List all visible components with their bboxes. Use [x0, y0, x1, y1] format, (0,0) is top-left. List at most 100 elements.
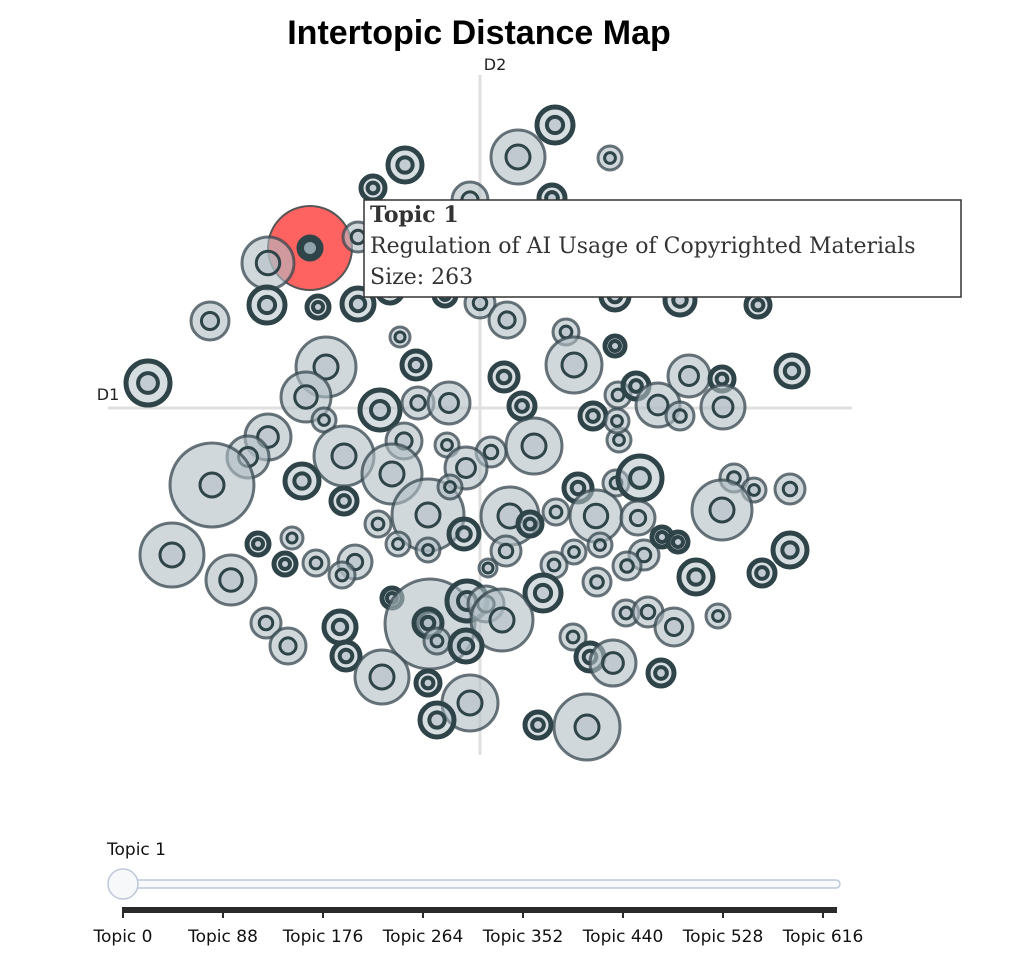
topic-bubble[interactable]: [138, 521, 206, 589]
topic-bubble[interactable]: [168, 441, 256, 529]
topic-bubble[interactable]: [399, 348, 433, 382]
topic-bubble[interactable]: [358, 173, 388, 203]
topic-bubble[interactable]: [204, 553, 258, 607]
topic-bubble[interactable]: [487, 300, 527, 340]
topic-bubble[interactable]: [244, 530, 272, 558]
topic-bubble[interactable]: [327, 560, 357, 590]
topic-bubble[interactable]: [773, 352, 811, 390]
topic-bubble[interactable]: [611, 550, 643, 582]
slider-tick-label[interactable]: Topic 264: [382, 927, 464, 947]
topic-bubble[interactable]: [522, 709, 554, 741]
topic-bubble[interactable]: [489, 534, 523, 568]
topic-bubble[interactable]: [704, 602, 732, 630]
topic-bubble[interactable]: [304, 293, 332, 321]
topic-bubble[interactable]: [577, 400, 609, 432]
slider-tick-label[interactable]: Topic 616: [782, 927, 864, 947]
topic-bubble[interactable]: [619, 499, 657, 537]
topic-bubble[interactable]: [558, 622, 588, 652]
topic-bubble[interactable]: [310, 406, 338, 434]
topic-bubble[interactable]: [279, 370, 333, 424]
topic-bubble[interactable]: [653, 606, 695, 648]
topic-bubble[interactable]: [615, 453, 665, 503]
topic-bubble[interactable]: [447, 627, 485, 665]
topic-bubble-core: [782, 361, 802, 381]
slider-rail[interactable]: [121, 879, 841, 889]
topic-bubble[interactable]: [446, 516, 482, 552]
topic-bubble[interactable]: [552, 692, 622, 762]
topic-bubble[interactable]: [426, 380, 472, 426]
topic-bubble-core: [655, 530, 669, 544]
topic-bubble[interactable]: [489, 128, 547, 186]
topic-bubble[interactable]: [417, 700, 457, 740]
topic-bubble[interactable]: [240, 235, 296, 291]
topic-bubble[interactable]: [560, 538, 588, 566]
topic-bubble-core: [663, 616, 685, 638]
slider-tick-label[interactable]: Topic 176: [282, 927, 364, 947]
topic-bubble[interactable]: [422, 626, 452, 656]
topic-bubble-core: [456, 636, 476, 656]
topic-bubble[interactable]: [544, 335, 604, 395]
topic-bubble[interactable]: [329, 639, 363, 673]
topic-bubble[interactable]: [699, 383, 747, 431]
slider-tick-label[interactable]: Topic 88: [187, 927, 258, 947]
topic-bubble[interactable]: [268, 626, 308, 666]
topic-bubble[interactable]: [487, 360, 521, 394]
topic-bubble[interactable]: [477, 557, 499, 579]
topic-bubble-core: [278, 636, 298, 656]
topic-bubble[interactable]: [504, 416, 564, 476]
topic-bubble[interactable]: [357, 387, 403, 433]
topic-bubble[interactable]: [506, 390, 538, 422]
topic-bubble[interactable]: [581, 566, 613, 598]
topic-bubble[interactable]: [645, 657, 677, 689]
topic-bubble-core: [567, 545, 581, 559]
topic-bubble[interactable]: [603, 407, 631, 435]
topic-bubble[interactable]: [690, 478, 754, 542]
topic-bubble[interactable]: [602, 333, 628, 359]
topic-bubble-core: [330, 442, 358, 470]
topic-bubble[interactable]: [773, 472, 807, 506]
topic-bubble[interactable]: [246, 284, 288, 326]
topic-bubble[interactable]: [586, 531, 614, 559]
topic-bubble[interactable]: [353, 648, 411, 706]
topic-bubble[interactable]: [384, 530, 412, 558]
topic-bubble[interactable]: [665, 529, 691, 555]
topic-bubble[interactable]: [746, 557, 778, 589]
topic-bubble[interactable]: [534, 104, 576, 146]
topic-bubble[interactable]: [123, 358, 173, 408]
topic-bubble[interactable]: [676, 557, 716, 597]
topic-bubble[interactable]: [515, 509, 545, 539]
topic-bubble[interactable]: [539, 550, 569, 580]
topic-bubble[interactable]: [436, 473, 464, 501]
topic-bubble[interactable]: [588, 638, 638, 688]
topic-bubble[interactable]: [249, 606, 283, 640]
slider-handle[interactable]: [107, 868, 139, 900]
topic-bubble[interactable]: [469, 587, 535, 653]
slider-tick-label[interactable]: Topic 0: [93, 927, 153, 947]
topic-bubble[interactable]: [388, 325, 412, 349]
topic-bubble[interactable]: [321, 608, 359, 646]
topic-bubble[interactable]: [363, 509, 393, 539]
topic-bubble[interactable]: [541, 497, 571, 527]
topic-bubble[interactable]: [189, 300, 231, 342]
topic-slider[interactable]: Topic 1 Topic 0 Topic 88 Topic 176 Topic 26…: [93, 840, 864, 947]
topic-bubble[interactable]: [271, 550, 299, 578]
topic-bubble-core: [278, 557, 292, 571]
topic-bubble[interactable]: [664, 400, 696, 432]
topic-bubble[interactable]: [522, 572, 564, 614]
topic-bubble[interactable]: [328, 485, 360, 517]
topic-bubble[interactable]: [743, 290, 773, 320]
topic-bubble[interactable]: [279, 525, 305, 551]
topic-bubble[interactable]: [385, 145, 425, 185]
topic-bubble[interactable]: [400, 385, 436, 421]
tooltip-topic-size: Size: 263: [370, 265, 473, 290]
topic-bubble[interactable]: [413, 668, 443, 698]
topic-bubble[interactable]: [282, 461, 322, 501]
topic-bubble-core: [471, 294, 489, 312]
slider-tick-label[interactable]: Topic 440: [582, 927, 664, 947]
slider-tick-label[interactable]: Topic 352: [482, 927, 564, 947]
topic-bubble[interactable]: [770, 530, 810, 570]
topic-bubble[interactable]: [301, 548, 331, 578]
topic-bubble[interactable]: [414, 536, 442, 564]
topic-bubble[interactable]: [596, 144, 624, 172]
slider-tick-label[interactable]: Topic 528: [682, 927, 764, 947]
